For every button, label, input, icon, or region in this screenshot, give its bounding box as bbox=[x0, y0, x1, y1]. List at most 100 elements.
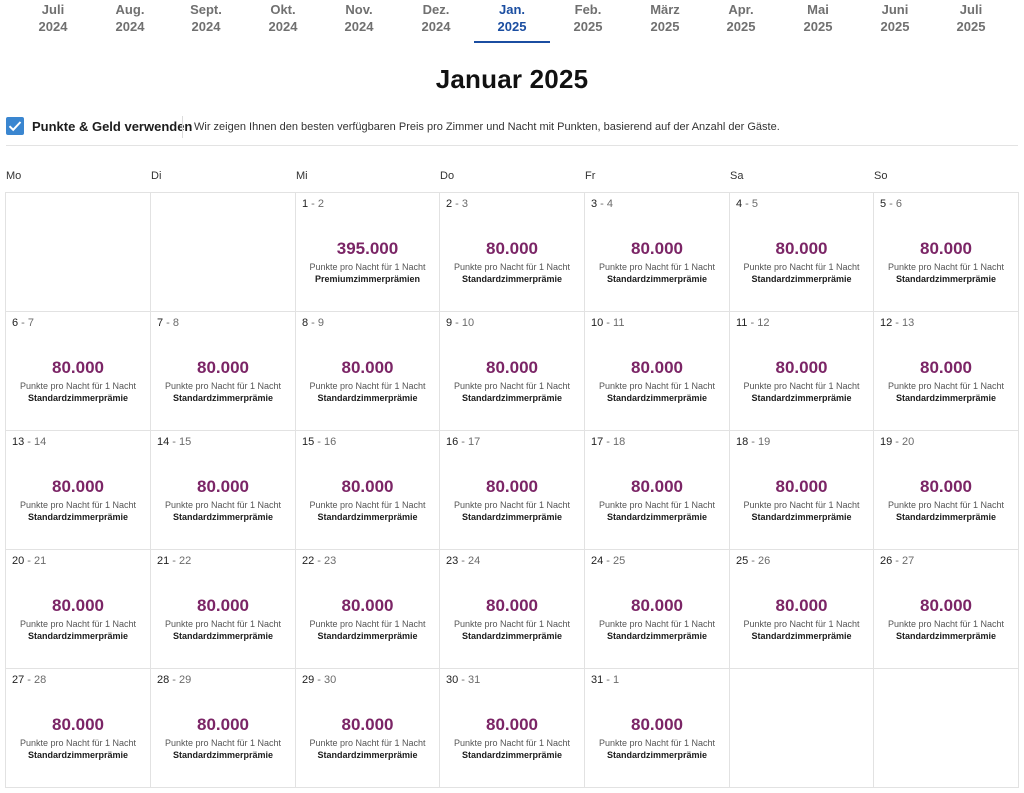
calendar-day-cell[interactable]: 30 - 31 80.000 Punkte pro Nacht für 1 Nach… bbox=[440, 669, 585, 788]
points-value: 80.000 bbox=[775, 596, 828, 615]
month-tab[interactable]: Okt. 2024 bbox=[245, 0, 321, 44]
month-tab-year: 2024 bbox=[191, 19, 221, 34]
room-type: Standardzimmerprämie bbox=[895, 393, 997, 403]
calendar-day-cell[interactable]: 31 - 1 80.000 Punkte pro Nacht für 1 Nacht… bbox=[585, 669, 730, 788]
date-range: 3 - 4 bbox=[591, 198, 614, 210]
calendar-day-cell[interactable]: 13 - 14 80.000 Punkte pro Nacht für 1 Nach… bbox=[6, 431, 151, 550]
calendar-day-cell[interactable]: 27 - 28 80.000 Punkte pro Nacht für 1 Nach… bbox=[6, 669, 151, 788]
calendar-day-cell[interactable]: 18 - 19 80.000 Punkte pro Nacht für 1 Nach… bbox=[730, 431, 874, 550]
date-from: 29 bbox=[302, 674, 315, 686]
calendar-day-cell[interactable]: 12 - 13 80.000 Punkte pro Nacht für 1 Nach… bbox=[874, 312, 1019, 431]
calendar-day-cell[interactable]: 9 - 10 80.000 Punkte pro Nacht für 1 Nacht… bbox=[440, 312, 585, 431]
room-type: Standardzimmerprämie bbox=[461, 631, 563, 641]
calendar-day-cell[interactable]: 25 - 26 80.000 Punkte pro Nacht für 1 Nach… bbox=[730, 550, 874, 669]
date-to: 23 bbox=[324, 555, 337, 567]
month-tab[interactable]: Juni 2025 bbox=[857, 0, 933, 44]
empty-day-cell bbox=[874, 669, 1019, 788]
month-tab-month: Juli bbox=[41, 2, 65, 17]
room-type: Standardzimmerprämie bbox=[751, 631, 852, 641]
calendar-day-cell[interactable]: 24 - 25 80.000 Punkte pro Nacht für 1 Nach… bbox=[585, 550, 730, 669]
date-from: 2 bbox=[446, 198, 453, 210]
points-and-money-label[interactable]: Punkte & Geld verwenden bbox=[32, 119, 193, 134]
points-note: Punkte pro Nacht für 1 Nacht bbox=[743, 500, 860, 510]
date-from: 23 bbox=[446, 555, 459, 567]
date-to: 16 bbox=[324, 436, 337, 448]
room-type: Standardzimmerprämie bbox=[461, 393, 563, 403]
date-to: 21 bbox=[34, 555, 47, 567]
calendar-day-cell[interactable]: 20 - 21 80.000 Punkte pro Nacht für 1 Nach… bbox=[6, 550, 151, 669]
date-from: 19 bbox=[880, 436, 893, 448]
calendar-day-cell[interactable]: 16 - 17 80.000 Punkte pro Nacht für 1 Nach… bbox=[440, 431, 585, 550]
month-tab[interactable]: Feb. 2025 bbox=[550, 0, 626, 44]
calendar-day-cell[interactable]: 22 - 23 80.000 Punkte pro Nacht für 1 Nach… bbox=[296, 550, 440, 669]
calendar-day-cell[interactable]: 29 - 30 80.000 Punkte pro Nacht für 1 Nach… bbox=[296, 669, 440, 788]
calendar-day-cell[interactable]: 26 - 27 80.000 Punkte pro Nacht für 1 Nach… bbox=[874, 550, 1019, 669]
month-tab[interactable]: Aug. 2024 bbox=[92, 0, 168, 44]
calendar-day-cell[interactable]: 7 - 8 80.000 Punkte pro Nacht für 1 Nacht S… bbox=[151, 312, 296, 431]
date-range: 24 - 25 bbox=[591, 555, 626, 567]
calendar-day-cell[interactable]: 15 - 16 80.000 Punkte pro Nacht für 1 Nach… bbox=[296, 431, 440, 550]
points-value: 80.000 bbox=[920, 477, 972, 496]
date-range: 31 - 1 bbox=[591, 674, 620, 686]
date-range: 27 - 28 bbox=[12, 674, 47, 686]
points-value: 80.000 bbox=[920, 239, 972, 258]
weekday-label: Fr bbox=[585, 170, 596, 182]
date-to: 14 bbox=[34, 436, 47, 448]
month-selector: Juli 2024 Aug. 2024 Sept. 2024 Okt. 2024 Nov. 202… bbox=[0, 0, 1024, 44]
calendar-day-cell[interactable]: 1 - 2 395.000 Punkte pro Nacht für 1 Nacht… bbox=[296, 193, 440, 312]
calendar-day-cell[interactable]: 10 - 11 80.000 Punkte pro Nacht für 1 Nach… bbox=[585, 312, 730, 431]
month-tab[interactable]: Dez. 2024 bbox=[398, 0, 474, 44]
month-tab[interactable]: März 2025 bbox=[627, 0, 703, 44]
points-value: 80.000 bbox=[486, 596, 538, 615]
points-value: 80.000 bbox=[631, 358, 683, 377]
date-range: 1 - 2 bbox=[302, 198, 325, 210]
date-range: 25 - 26 bbox=[736, 555, 771, 567]
calendar-day-cell[interactable]: 21 - 22 80.000 Punkte pro Nacht für 1 Nach… bbox=[151, 550, 296, 669]
room-type: Standardzimmerprämie bbox=[27, 631, 129, 641]
calendar-day-cell[interactable]: 8 - 9 80.000 Punkte pro Nacht für 1 Nacht S… bbox=[296, 312, 440, 431]
calendar-day-cell[interactable]: 4 - 5 80.000 Punkte pro Nacht für 1 Nacht S… bbox=[730, 193, 874, 312]
month-tab[interactable]: Apr. 2025 bbox=[703, 0, 779, 44]
empty-day-cell bbox=[6, 193, 151, 312]
room-type: Standardzimmerprämie bbox=[317, 750, 418, 760]
date-to: 15 bbox=[179, 436, 192, 448]
room-type: Standardzimmerprämie bbox=[461, 274, 563, 284]
month-tab-year: 2025 bbox=[650, 19, 680, 34]
points-value: 80.000 bbox=[486, 358, 538, 377]
date-from: 9 bbox=[446, 317, 453, 329]
month-tab[interactable]: Sept. 2024 bbox=[168, 0, 244, 44]
calendar-day-cell[interactable]: 19 - 20 80.000 Punkte pro Nacht für 1 Nach… bbox=[874, 431, 1019, 550]
points-note: Punkte pro Nacht für 1 Nacht bbox=[887, 381, 1005, 391]
calendar-day-cell[interactable]: 14 - 15 80.000 Punkte pro Nacht für 1 Nach… bbox=[151, 431, 296, 550]
calendar-day-cell[interactable]: 28 - 29 80.000 Punkte pro Nacht für 1 Nach… bbox=[151, 669, 296, 788]
calendar-day-cell[interactable]: 5 - 6 80.000 Punkte pro Nacht für 1 Nacht S… bbox=[874, 193, 1019, 312]
month-tab[interactable]: Juli 2024 bbox=[15, 0, 91, 44]
points-value: 80.000 bbox=[920, 596, 972, 615]
room-type: Standardzimmerprämie bbox=[895, 274, 997, 284]
calendar-day-cell[interactable]: 2 - 3 80.000 Punkte pro Nacht für 1 Nacht S… bbox=[440, 193, 585, 312]
points-and-money-checkbox[interactable] bbox=[6, 117, 24, 135]
date-from: 1 bbox=[302, 198, 309, 210]
month-tab[interactable]: Jan. 2025 bbox=[474, 0, 550, 44]
room-type: Premiumzimmerprämien bbox=[314, 274, 421, 284]
month-tab[interactable]: Juli 2025 bbox=[933, 0, 1009, 44]
points-value: 80.000 bbox=[631, 596, 683, 615]
points-note: Punkte pro Nacht für 1 Nacht bbox=[598, 262, 716, 272]
date-range: 22 - 23 bbox=[302, 555, 337, 567]
weekday-label: Mi bbox=[296, 170, 308, 182]
calendar-day-cell[interactable]: 17 - 18 80.000 Punkte pro Nacht für 1 Nach… bbox=[585, 431, 730, 550]
calendar-day-cell[interactable]: 6 - 7 80.000 Punkte pro Nacht für 1 Nacht S… bbox=[6, 312, 151, 431]
points-note: Punkte pro Nacht für 1 Nacht bbox=[743, 381, 860, 391]
date-range: 29 - 30 bbox=[302, 674, 337, 686]
month-tab[interactable]: Nov. 2024 bbox=[321, 0, 397, 44]
points-note: Punkte pro Nacht für 1 Nacht bbox=[743, 262, 860, 272]
date-from: 4 bbox=[736, 198, 743, 210]
date-from: 11 bbox=[736, 317, 748, 329]
points-note: Punkte pro Nacht für 1 Nacht bbox=[309, 500, 426, 510]
calendar-day-cell[interactable]: 11 - 12 80.000 Punkte pro Nacht für 1 Nach… bbox=[730, 312, 874, 431]
month-tab[interactable]: Mai 2025 bbox=[780, 0, 856, 44]
points-note: Punkte pro Nacht für 1 Nacht bbox=[453, 619, 571, 629]
calendar-day-cell[interactable]: 23 - 24 80.000 Punkte pro Nacht für 1 Nach… bbox=[440, 550, 585, 669]
calendar-day-cell[interactable]: 3 - 4 80.000 Punkte pro Nacht für 1 Nacht S… bbox=[585, 193, 730, 312]
date-to: 29 bbox=[179, 674, 192, 686]
